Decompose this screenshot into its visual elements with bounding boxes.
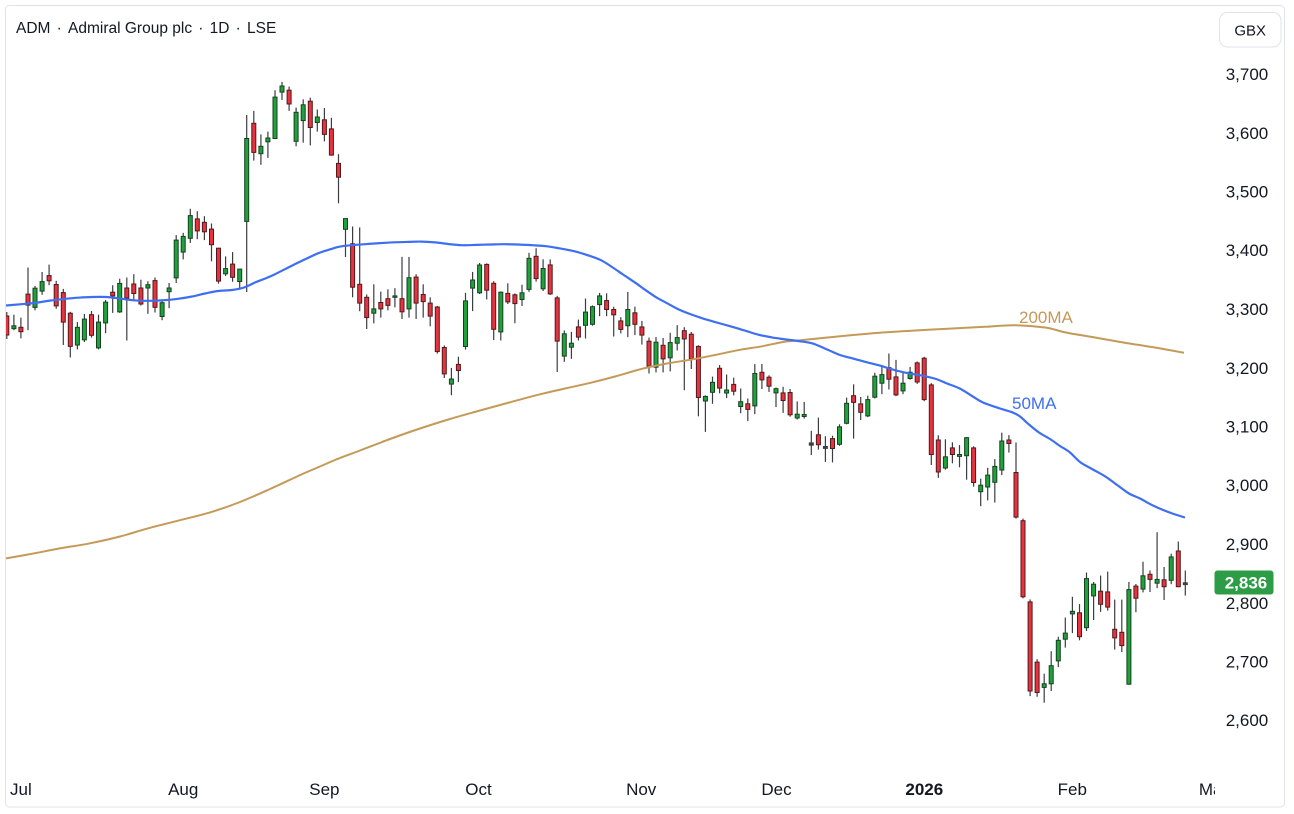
svg-text:GBX: GBX [1234, 23, 1266, 40]
svg-text:2,600: 2,600 [1226, 711, 1269, 730]
svg-text:2,836: 2,836 [1225, 574, 1268, 593]
svg-text:Dec: Dec [761, 780, 792, 799]
svg-text:Aug: Aug [168, 780, 198, 799]
svg-text:3,000: 3,000 [1226, 476, 1269, 495]
svg-text:50MA: 50MA [1012, 394, 1057, 413]
svg-text:3,600: 3,600 [1226, 124, 1269, 143]
svg-text:2,700: 2,700 [1226, 653, 1269, 672]
svg-text:ADM · Admiral Group plc ·: ADM · Admiral Group plc · 1D · LSE [16, 20, 276, 37]
svg-text:Mar: Mar [1199, 780, 1229, 799]
svg-text:3,200: 3,200 [1226, 359, 1269, 378]
svg-text:Nov: Nov [626, 780, 657, 799]
svg-text:Sep: Sep [309, 780, 339, 799]
svg-text:Jul: Jul [10, 780, 32, 799]
svg-text:2,800: 2,800 [1226, 594, 1269, 613]
svg-text:3,500: 3,500 [1226, 183, 1269, 202]
svg-text:2,900: 2,900 [1226, 535, 1269, 554]
svg-text:3,400: 3,400 [1226, 241, 1269, 260]
svg-text:200MA: 200MA [1019, 308, 1074, 327]
svg-text:2026: 2026 [905, 780, 943, 799]
svg-text:Oct: Oct [465, 780, 492, 799]
svg-text:3,700: 3,700 [1226, 65, 1269, 84]
svg-text:3,300: 3,300 [1226, 300, 1269, 319]
svg-text:3,100: 3,100 [1226, 418, 1269, 437]
svg-text:Feb: Feb [1058, 780, 1087, 799]
